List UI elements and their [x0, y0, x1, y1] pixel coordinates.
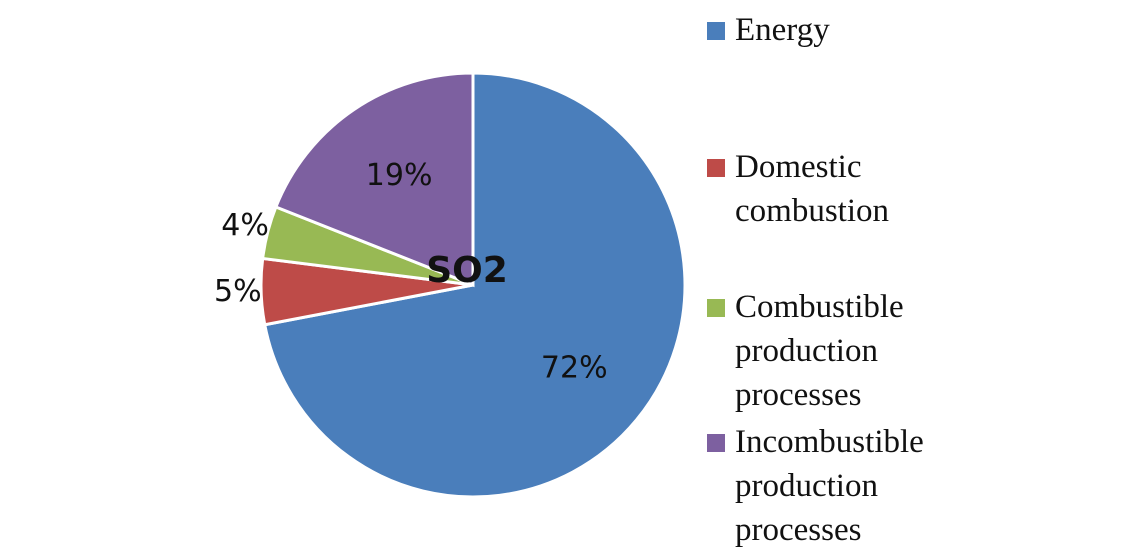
legend-label: Domestic combustion	[735, 149, 889, 229]
pie-slice	[273, 71, 475, 288]
legend-item: Domestic combustion	[707, 145, 942, 233]
legend-swatch	[707, 159, 725, 177]
data-label: 4%	[221, 208, 269, 243]
center-label: SO2	[426, 250, 508, 291]
legend-label: Combustible production processes	[735, 289, 904, 413]
data-label: 5%	[214, 274, 262, 309]
legend-swatch	[707, 434, 725, 452]
legend-label: Incombustible production processes	[735, 424, 924, 548]
chart: 72% 5% 4% 19% SO2	[214, 71, 687, 499]
legend-swatch	[707, 299, 725, 317]
data-label: 19%	[366, 158, 433, 193]
legend-item: Energy	[707, 8, 942, 52]
legend-swatch	[707, 22, 725, 40]
legend-item: Incombustible production processes	[707, 420, 942, 552]
pie-slice	[262, 71, 687, 499]
data-label: 72%	[541, 350, 608, 385]
legend-label: Energy	[735, 12, 830, 48]
legend-item: Combustible production processes	[707, 285, 942, 417]
